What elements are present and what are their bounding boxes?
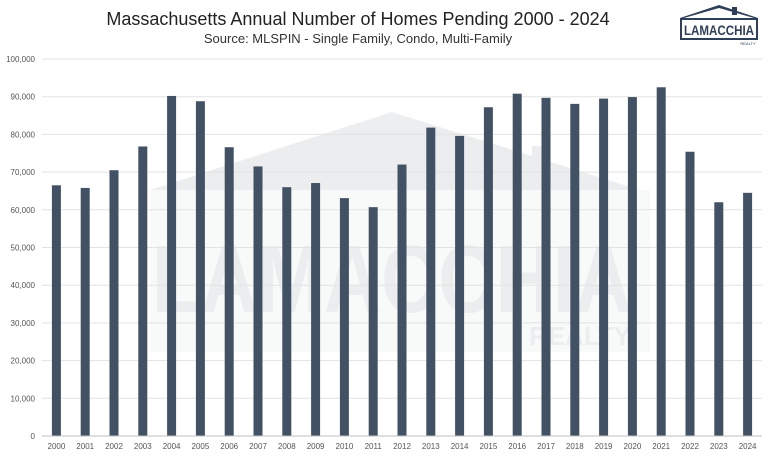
x-tick-label: 2005 [192,442,210,451]
x-tick-label: 2001 [76,442,94,451]
x-tick-label: 2009 [307,442,325,451]
x-axis-ticks: 2000 2001 2002 2003 2004 2005 2006 2007 2008 2009… [48,442,758,451]
y-tick-label: 70,000 [11,168,36,177]
logo-house-icon [680,5,758,40]
bar-2013 [426,127,436,436]
bar-2022 [685,151,695,436]
bar-2024 [743,192,753,436]
y-tick-label: 10,000 [11,394,36,403]
bar-2004 [167,95,177,437]
bar-2016 [512,93,522,437]
bar-2019 [599,98,609,437]
bar-2010 [339,198,349,436]
x-tick-label: 2019 [595,442,613,451]
y-tick-label: 90,000 [11,93,36,102]
x-tick-label: 2014 [451,442,469,451]
bar-2012 [397,164,407,436]
bar-2009 [311,183,321,436]
x-tick-label: 2023 [710,442,728,451]
bar-2001 [80,187,90,436]
x-tick-label: 2013 [422,442,440,451]
x-tick-label: 2006 [220,442,238,451]
bar-2006 [224,147,234,436]
x-tick-label: 2021 [652,442,670,451]
x-tick-label: 2004 [163,442,181,451]
y-tick-label: 60,000 [11,206,36,215]
watermark-text: LAMACCHIA [152,226,632,333]
x-tick-label: 2002 [105,442,123,451]
bar-2000 [51,185,61,436]
x-tick-label: 2011 [365,442,383,451]
y-tick-label: 20,000 [11,357,36,366]
logo-subtext: REALTY [740,41,756,46]
x-tick-label: 2012 [393,442,411,451]
x-tick-label: 2003 [134,442,152,451]
bar-2008 [282,187,292,436]
y-tick-label: 30,000 [11,319,36,328]
y-tick-label: 100,000 [6,55,35,64]
x-tick-label: 2010 [336,442,354,451]
x-tick-label: 2020 [624,442,642,451]
bars [51,87,753,437]
bar-2011 [368,207,378,436]
bar-2023 [714,202,724,436]
bar-2002 [109,170,119,436]
y-axis-ticks: 0 10,000 20,000 30,000 40,000 50,000 60,000 70,… [6,55,35,441]
bar-2021 [656,87,666,437]
x-tick-label: 2016 [508,442,526,451]
x-tick-label: 2024 [739,442,757,451]
y-tick-label: 40,000 [11,281,36,290]
bar-2007 [253,166,263,436]
x-tick-label: 2000 [48,442,66,451]
lamacchia-logo: LAMACCHIA REALTY [680,5,758,46]
bar-2015 [483,107,493,437]
y-tick-label: 80,000 [11,130,36,139]
x-tick-label: 2018 [566,442,584,451]
bar-2005 [195,101,205,436]
bar-2018 [570,103,580,436]
y-tick-label: 50,000 [11,244,36,253]
chart-subtitle: Source: MLSPIN - Single Family, Condo, M… [203,31,513,46]
x-tick-label: 2022 [681,442,699,451]
bar-2017 [541,97,551,437]
chart-title: Massachusetts Annual Number of Homes Pen… [106,9,610,29]
x-tick-label: 2017 [537,442,555,451]
x-tick-label: 2015 [480,442,498,451]
bar-2003 [138,146,148,437]
x-tick-label: 2008 [278,442,296,451]
bar-2014 [455,135,465,436]
watermark-house-icon [150,112,640,190]
x-tick-label: 2007 [249,442,267,451]
y-tick-label: 0 [31,432,36,441]
logo-text: LAMACCHIA [684,22,754,38]
bar-2020 [627,97,637,437]
